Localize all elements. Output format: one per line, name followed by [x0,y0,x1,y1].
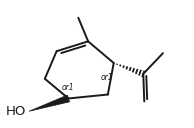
Text: or1: or1 [101,73,113,82]
Text: or1: or1 [61,83,74,92]
Polygon shape [29,95,69,111]
Text: HO: HO [6,105,26,118]
